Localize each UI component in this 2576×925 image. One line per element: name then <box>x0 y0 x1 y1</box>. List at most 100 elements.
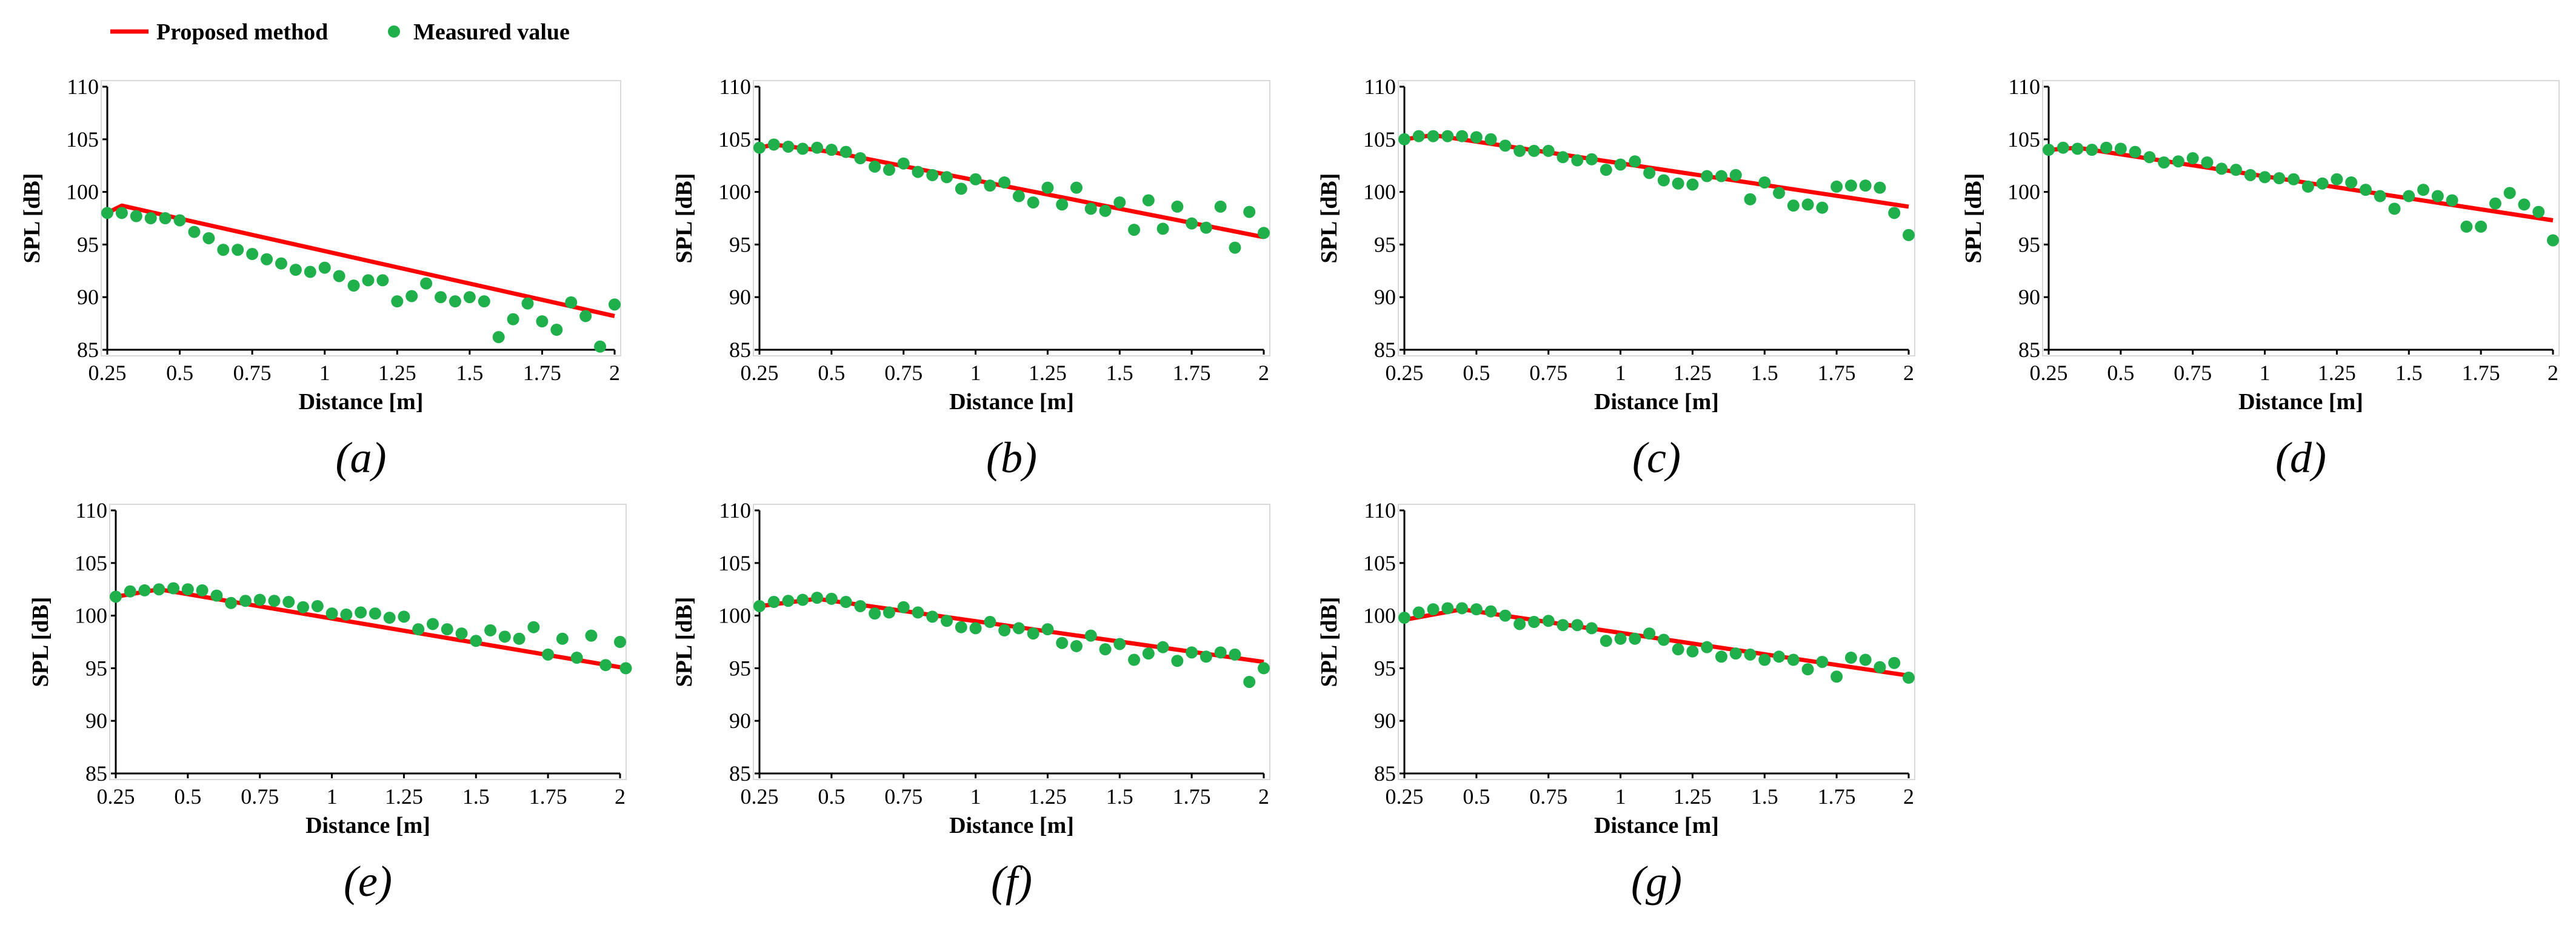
chart-2: 85 90 95 100 105 110 0.25 0.5 0.75 1 1.25 1.5 1.75 2 D… <box>672 75 1270 482</box>
y-tick-label: 100 <box>718 180 751 204</box>
measured-point <box>1470 131 1483 144</box>
measured-point <box>1600 635 1612 647</box>
y-axis-label: SPL [dB] <box>1316 597 1342 687</box>
legend-marker-label: Measured value <box>413 19 570 45</box>
measured-point <box>2244 169 2257 181</box>
x-tick-label: 0.5 <box>1463 784 1490 809</box>
measured-point <box>1614 158 1627 171</box>
measured-point <box>2273 172 2286 185</box>
y-tick-label: 90 <box>85 709 107 733</box>
chart-frame <box>1398 80 1915 356</box>
chart-frame <box>101 80 621 356</box>
x-axis-label: Distance [m] <box>305 813 430 838</box>
x-tick-label: 0.75 <box>233 361 272 385</box>
measured-point <box>825 144 838 156</box>
x-tick-label: 0.25 <box>88 361 127 385</box>
measured-point <box>2460 220 2473 233</box>
y-tick-label: 100 <box>1363 604 1396 628</box>
measured-point <box>1571 154 1584 167</box>
x-tick-label: 0.25 <box>741 361 779 385</box>
measured-point <box>1787 199 1800 212</box>
measured-point <box>1142 647 1155 660</box>
measured-point <box>585 629 598 642</box>
measured-point <box>1258 227 1270 239</box>
measured-point <box>1801 198 1814 211</box>
measured-point <box>1229 241 1241 254</box>
measured-point <box>412 623 425 636</box>
measured-point <box>333 270 345 282</box>
measured-point <box>869 607 881 620</box>
measured-point <box>2287 173 2300 185</box>
measured-point <box>1586 153 1598 165</box>
y-tick-label: 95 <box>1374 656 1396 680</box>
measured-point <box>507 313 519 326</box>
measured-point <box>883 606 895 619</box>
measured-point <box>1441 130 1454 142</box>
measured-point <box>796 142 809 155</box>
chart-frame <box>2042 80 2560 356</box>
y-tick-label: 95 <box>77 232 99 256</box>
measured-point <box>1701 170 1713 182</box>
x-tick-label: 0.5 <box>1463 361 1490 385</box>
legend-marker-swatch <box>388 25 400 38</box>
x-tick-label: 2 <box>2548 361 2558 385</box>
panel-label: (d) <box>2275 433 2326 482</box>
measured-point <box>1128 224 1141 236</box>
measured-point <box>130 210 142 222</box>
measured-point <box>565 296 578 309</box>
measured-point <box>941 171 953 184</box>
proposed-method-line <box>1404 133 1909 209</box>
x-tick-label: 1.75 <box>529 784 567 809</box>
measured-point <box>1729 647 1742 660</box>
measured-point <box>405 290 418 302</box>
y-tick-label: 110 <box>1364 75 1396 99</box>
y-tick-label: 90 <box>1374 709 1396 733</box>
measured-point <box>854 152 867 165</box>
measured-point <box>2475 220 2488 233</box>
measured-point <box>1888 207 1901 219</box>
y-tick-label: 110 <box>67 75 99 99</box>
measured-point <box>1816 201 1829 214</box>
chart-7: 85 90 95 100 105 110 0.25 0.5 0.75 1 1.25 1.5 1.75 2 D… <box>1316 498 1915 906</box>
measured-point <box>188 225 201 238</box>
measured-point <box>2359 184 2372 196</box>
x-axis-label: Distance [m] <box>1594 813 1719 838</box>
x-tick-label: 1.25 <box>2318 361 2356 385</box>
measured-point <box>1801 663 1814 676</box>
measured-point <box>153 583 165 596</box>
measured-point <box>579 310 592 322</box>
chart-frame <box>109 504 627 780</box>
measured-point <box>1773 187 1786 199</box>
measured-point <box>297 601 310 613</box>
measured-point <box>897 157 910 170</box>
x-tick-label: 1.5 <box>462 784 490 809</box>
y-tick-label: 105 <box>75 551 107 575</box>
measured-point <box>811 141 824 154</box>
measured-point <box>2547 234 2559 247</box>
measured-point <box>420 277 433 290</box>
measured-point <box>1484 605 1497 618</box>
measured-point <box>1629 155 1641 168</box>
measured-point <box>811 592 824 604</box>
measured-point <box>426 618 439 630</box>
measured-point <box>1614 632 1627 645</box>
measured-point <box>2316 177 2329 190</box>
measured-point <box>355 606 367 619</box>
measured-point <box>1499 139 1512 152</box>
measured-point <box>1142 194 1155 207</box>
measured-point <box>2158 156 2171 169</box>
measured-point <box>2230 164 2243 176</box>
y-axis-label: SPL [dB] <box>672 597 697 687</box>
measured-point <box>1888 656 1901 669</box>
measured-point <box>825 592 838 605</box>
measured-point <box>550 324 563 336</box>
measured-point <box>1113 196 1126 209</box>
measured-point <box>897 601 910 613</box>
y-tick-label: 100 <box>75 604 107 628</box>
measured-point <box>1027 627 1039 640</box>
measured-point <box>1527 144 1540 157</box>
measured-point <box>1214 646 1227 659</box>
measured-point <box>1571 619 1584 632</box>
measured-point <box>1243 675 1256 688</box>
measured-point <box>1113 638 1126 650</box>
